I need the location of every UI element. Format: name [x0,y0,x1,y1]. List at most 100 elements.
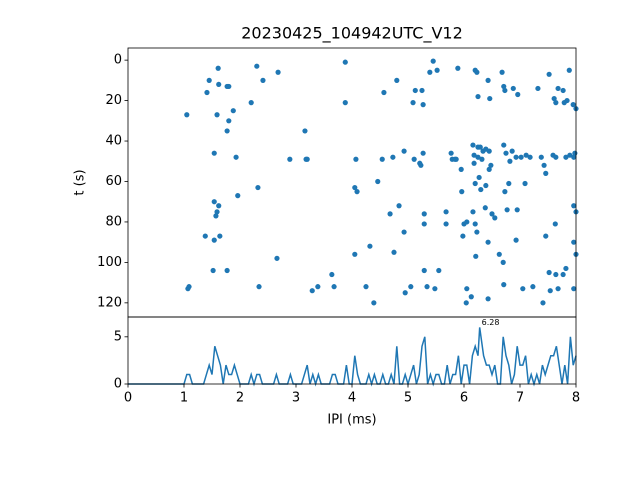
point [500,259,506,265]
point [472,180,478,187]
point [206,77,212,83]
x-tick-label: 7 [516,391,524,406]
point [492,215,498,221]
point [563,154,569,160]
point [502,189,508,195]
point [482,205,488,211]
point [472,221,478,227]
point [566,67,572,73]
point [387,211,393,217]
line [128,327,577,387]
x-tick-label: 5 [404,391,412,406]
point [430,58,436,64]
point [420,150,426,156]
point [485,239,491,245]
point [342,100,348,106]
point [352,184,358,191]
point [213,213,219,219]
point [410,100,416,106]
y-tick-label: 0 [114,377,122,392]
point [560,87,566,94]
x-tick-label: 2 [236,391,244,406]
point [329,271,335,278]
point [226,83,232,90]
point [390,154,396,160]
point [260,77,266,83]
y-tick-label: 20 [105,93,122,108]
point [527,154,533,160]
point [555,85,561,92]
point [216,203,222,209]
point [479,156,485,162]
point [226,118,232,124]
point [274,255,280,261]
point [571,286,577,292]
point [506,180,512,187]
y-tick-label: 80 [105,214,122,229]
point [427,69,433,75]
point [551,95,557,102]
point [217,233,223,239]
point [379,156,385,162]
point [419,87,425,94]
point [363,284,369,290]
point [304,156,310,162]
point [420,102,426,108]
point [421,221,427,227]
x-tick-label: 1 [180,391,188,406]
y-axis-label: t (s) [73,169,88,195]
point [396,203,402,209]
point [224,128,230,134]
point [485,77,491,83]
point [520,286,526,292]
point [513,237,519,243]
point [475,154,481,160]
point [546,269,552,276]
y-tick-label: 100 [97,255,122,270]
y-tick-label: 40 [105,134,122,149]
point [518,154,524,160]
y-tick-label: 5 [114,329,122,344]
point [474,69,480,75]
point [455,65,461,71]
x-tick-label: 6 [460,391,468,406]
annotation: 6.28 [482,318,500,327]
point [432,286,438,292]
point [367,243,373,249]
y-tick-label: 60 [105,174,122,189]
point [515,91,521,98]
point [436,267,442,274]
point [503,150,509,156]
point [513,154,519,160]
point [530,284,536,290]
point [468,294,474,300]
point [185,286,191,292]
y-tick-label: 0 [114,53,122,68]
point [563,265,569,272]
point [275,69,281,75]
point [514,207,520,213]
plot-frame [127,316,577,385]
point [486,148,492,154]
x-tick-label: 4 [348,391,356,406]
point [471,152,477,158]
point [230,108,236,114]
point [214,209,220,215]
point [487,95,493,102]
point [486,166,492,172]
point [483,182,489,189]
point [571,154,577,160]
point [470,209,476,215]
point [470,142,476,148]
point [543,170,549,176]
point [553,271,559,278]
point [471,160,477,166]
point [522,180,528,187]
point [501,83,507,90]
point [211,150,217,156]
point [555,286,561,292]
point [478,186,484,193]
point [255,184,261,191]
point [302,128,308,134]
